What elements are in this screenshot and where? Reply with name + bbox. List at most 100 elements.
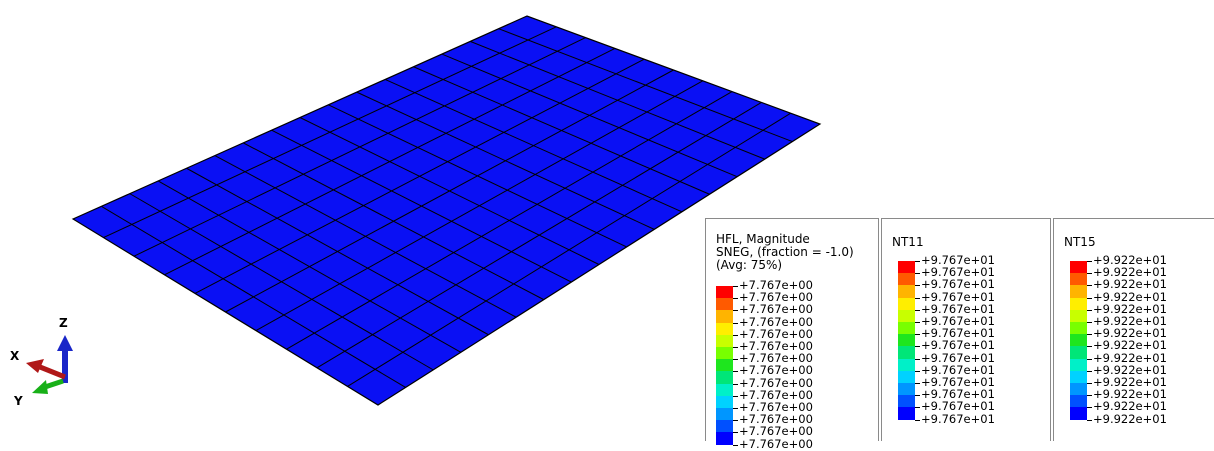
- y-axis-label: Y: [13, 394, 23, 405]
- legend-value-label: +9.922e+01: [1093, 301, 1167, 316]
- legend-hfl-title-line-3: (Avg: 75%): [716, 258, 783, 272]
- legend-color-swatch: [898, 358, 915, 372]
- legend-color-swatch: [716, 286, 733, 299]
- legend-value-label: +7.767e+00: [739, 375, 813, 390]
- legend-nt15-title: NT15: [1064, 235, 1096, 249]
- legend-color-swatch: [898, 309, 915, 323]
- legend-value-label: +9.767e+01: [921, 314, 995, 328]
- legend-color-swatch: [716, 334, 733, 348]
- legend-value-label: +7.767e+00: [739, 326, 813, 341]
- legend-value-label: +9.922e+01: [1093, 387, 1167, 402]
- legend-color-swatch: [716, 359, 733, 372]
- legend-tick: [915, 309, 920, 311]
- y-axis-arrow: [32, 378, 64, 394]
- legend-color-swatch: [716, 383, 733, 397]
- legend-value-label: +9.767e+01: [921, 387, 995, 402]
- legend-color-swatch: [898, 334, 915, 347]
- legend-tick: [1087, 322, 1092, 323]
- legend-color-swatch: [716, 432, 733, 446]
- legend-color-swatch: [898, 261, 915, 274]
- legend-value-label: +9.922e+01: [1093, 265, 1167, 280]
- mesh-edge: [133, 37, 586, 257]
- legend-nt11: NT11 +9.767e+01 +9.767e+01 +9.767e+01 +9.76…: [881, 218, 1051, 441]
- legend-value-label: +7.767e+00: [739, 302, 813, 317]
- legend-color-swatch: [898, 370, 915, 384]
- legend-value-label: +9.922e+01: [1093, 326, 1167, 341]
- legend-color-swatch: [1070, 273, 1087, 286]
- legend-color-swatch: [898, 395, 915, 408]
- legend-value-label: +9.922e+01: [1093, 350, 1167, 365]
- legend-value-label: +9.767e+01: [921, 253, 995, 267]
- legend-value-label: +7.767e+00: [739, 400, 813, 414]
- legend-color-swatch: [1070, 334, 1087, 347]
- mesh-edge: [164, 47, 616, 276]
- mesh-edge: [103, 26, 557, 239]
- legend-value-label: +9.922e+01: [1093, 277, 1167, 292]
- legend-value-label: +9.767e+01: [921, 411, 995, 426]
- legend-color-swatch: [1070, 322, 1087, 335]
- legend-value-label: +9.922e+01: [1093, 253, 1167, 267]
- z-axis-arrow: [57, 335, 73, 383]
- legend-color-swatch: [898, 322, 915, 335]
- legend-value-label: +9.767e+01: [921, 375, 995, 389]
- legend-hfl-title-line-1: HFL, Magnitude: [716, 232, 810, 246]
- legend-color-swatch: [716, 347, 733, 360]
- legend-tick: [1087, 297, 1092, 299]
- legend-value-label: +7.767e+00: [739, 412, 813, 427]
- legend-hfl-title-line-2: SNEG, (fraction = -1.0): [716, 245, 854, 259]
- legend-value-label: +9.767e+01: [921, 338, 995, 353]
- legend-tick: [733, 432, 738, 434]
- legend-value-label: +7.767e+00: [739, 351, 813, 366]
- z-axis-label: Z: [59, 316, 68, 330]
- legend-tick: [1087, 261, 1092, 262]
- model-viewport[interactable]: Z X Y: [0, 0, 1214, 441]
- legend-tick: [733, 359, 738, 361]
- legend-tick: [915, 358, 920, 360]
- legend-value-label: +9.922e+01: [1093, 338, 1167, 353]
- legend-tick: [733, 286, 738, 287]
- legend-value-label: +7.767e+00: [739, 278, 813, 292]
- legend-tick: [733, 347, 738, 348]
- legend-color-swatch: [716, 371, 733, 385]
- legend-tick: [1087, 309, 1092, 311]
- legend-tick: [733, 298, 738, 300]
- legend-color-swatch: [716, 298, 733, 311]
- mesh-edge: [347, 112, 791, 387]
- legend-tick: [1087, 334, 1092, 336]
- legend-color-swatch: [898, 346, 915, 360]
- legend-tick: [915, 297, 920, 299]
- legend-value-label: +9.922e+01: [1093, 314, 1167, 328]
- legend-color-swatch: [898, 285, 915, 299]
- legend-tick: [733, 322, 738, 324]
- legend-color-swatch: [1070, 383, 1087, 396]
- legend-color-swatch: [716, 420, 733, 433]
- legend-tick: [733, 408, 738, 409]
- legend-tick: [733, 444, 738, 446]
- legend-value-label: +9.922e+01: [1093, 289, 1167, 304]
- legend-nt15: NT15 +9.922e+01 +9.922e+01 +9.922e+01 +9.92…: [1053, 218, 1214, 441]
- legend-tick: [733, 371, 738, 373]
- legend-value-label: +9.767e+01: [921, 301, 995, 316]
- legend-value-label: +9.767e+01: [921, 277, 995, 292]
- legend-value-label: +9.922e+01: [1093, 375, 1167, 389]
- legend-color-swatch: [898, 297, 915, 311]
- legend-value-label: +7.767e+00: [739, 424, 813, 439]
- legend-color-swatch: [716, 310, 733, 324]
- mesh-edge: [225, 69, 674, 313]
- mesh-surface[interactable]: [71, 15, 822, 406]
- legend-color-swatch: [716, 322, 733, 336]
- legend-value-label: +7.767e+00: [739, 436, 813, 451]
- shell-mesh[interactable]: [0, 0, 1214, 441]
- legend-tick: [1087, 273, 1092, 275]
- legend-tick: [915, 395, 920, 397]
- legend-value-label: +7.767e+00: [739, 363, 813, 378]
- x-axis-arrow: [26, 359, 66, 380]
- legend-value-label: +9.767e+01: [921, 326, 995, 341]
- mesh-edge: [316, 101, 762, 369]
- legend-value-label: +9.767e+01: [921, 265, 995, 280]
- legend-tick: [1087, 285, 1092, 287]
- legend-value-label: +7.767e+00: [739, 290, 813, 305]
- legend-tick: [1087, 383, 1092, 384]
- legend-value-label: +9.767e+01: [921, 362, 995, 377]
- legend-color-swatch: [1070, 285, 1087, 299]
